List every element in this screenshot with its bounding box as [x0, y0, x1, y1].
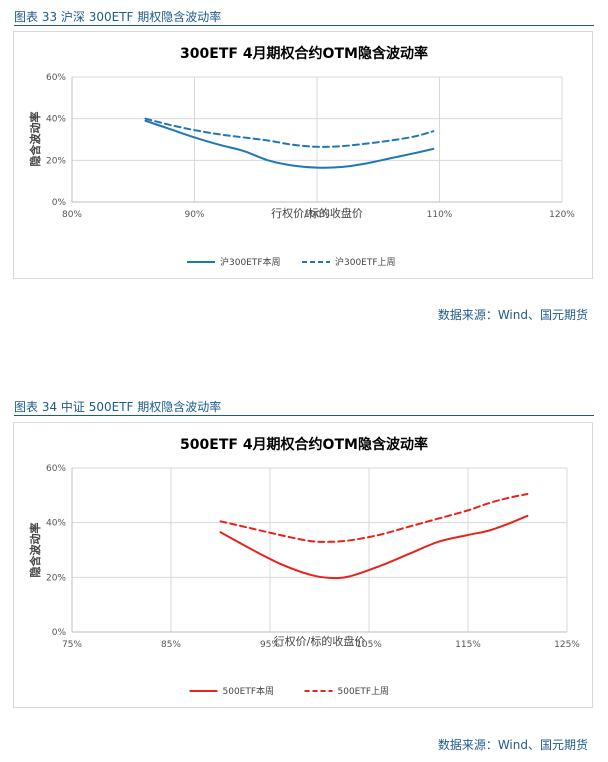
y-tick-label: 60% — [46, 464, 66, 474]
y-axis-label: 隐含波动率 — [28, 112, 42, 167]
legend-label: 沪300ETF本周 — [220, 256, 281, 268]
series-line-2 — [221, 494, 528, 542]
y-tick-label: 40% — [46, 115, 66, 125]
y-tick-label: 0% — [52, 198, 67, 208]
figure-caption-text: 图表 33 沪深 300ETF 期权隐含波动率 — [14, 10, 221, 24]
y-tick-label: 60% — [46, 73, 66, 83]
x-tick-label: 80% — [62, 210, 82, 220]
x-tick-label: 120% — [549, 210, 575, 220]
legend-label: 500ETF上周 — [338, 686, 390, 697]
y-tick-label: 20% — [46, 156, 66, 166]
chart-1: 300ETF 4月期权合约OTM隐含波动率 行权价/标的收盘价 隐含波动率 80… — [14, 32, 592, 278]
x-tick-label: 125% — [554, 640, 580, 650]
x-tick-label: 95% — [260, 640, 280, 650]
x-tick-label: 105% — [356, 640, 382, 650]
x-tick-label: 90% — [184, 210, 204, 220]
caption-rule — [14, 25, 594, 26]
chart-title: 500ETF 4月期权合约OTM隐含波动率 — [180, 436, 428, 453]
caption-rule — [14, 415, 594, 416]
source-note-2: 数据来源：Wind、国元期货 — [438, 736, 588, 753]
source-note-1: 数据来源：Wind、国元期货 — [438, 306, 588, 323]
x-tick-label: 110% — [427, 210, 453, 220]
chart-1-frame: 300ETF 4月期权合约OTM隐含波动率 行权价/标的收盘价 隐含波动率 80… — [13, 31, 593, 279]
x-tick-label: 75% — [62, 640, 82, 650]
x-tick-label: 100% — [304, 210, 330, 220]
y-tick-label: 0% — [52, 628, 67, 638]
y-axis-label: 隐含波动率 — [28, 523, 42, 578]
legend-label: 500ETF本周 — [223, 685, 275, 697]
chart-2: 500ETF 4月期权合约OTM隐含波动率 行权价/标的收盘价 隐含波动率 75… — [14, 423, 592, 707]
figure-caption-2: 图表 34 中证 500ETF 期权隐含波动率 — [14, 398, 221, 415]
y-tick-label: 20% — [46, 573, 66, 583]
x-tick-label: 115% — [455, 640, 481, 650]
series-line-1 — [221, 516, 528, 578]
x-axis-label: 行权价/标的收盘价 — [274, 634, 366, 648]
figure-caption-1: 图表 33 沪深 300ETF 期权隐含波动率 — [14, 8, 221, 25]
y-tick-label: 40% — [46, 519, 66, 529]
chart-title: 300ETF 4月期权合约OTM隐含波动率 — [180, 45, 428, 62]
series-line-2 — [146, 119, 434, 147]
x-tick-label: 85% — [161, 640, 181, 650]
chart-2-frame: 500ETF 4月期权合约OTM隐含波动率 行权价/标的收盘价 隐含波动率 75… — [13, 422, 593, 708]
legend-label: 沪300ETF上周 — [335, 256, 396, 268]
figure-caption-text: 图表 34 中证 500ETF 期权隐含波动率 — [14, 400, 221, 414]
